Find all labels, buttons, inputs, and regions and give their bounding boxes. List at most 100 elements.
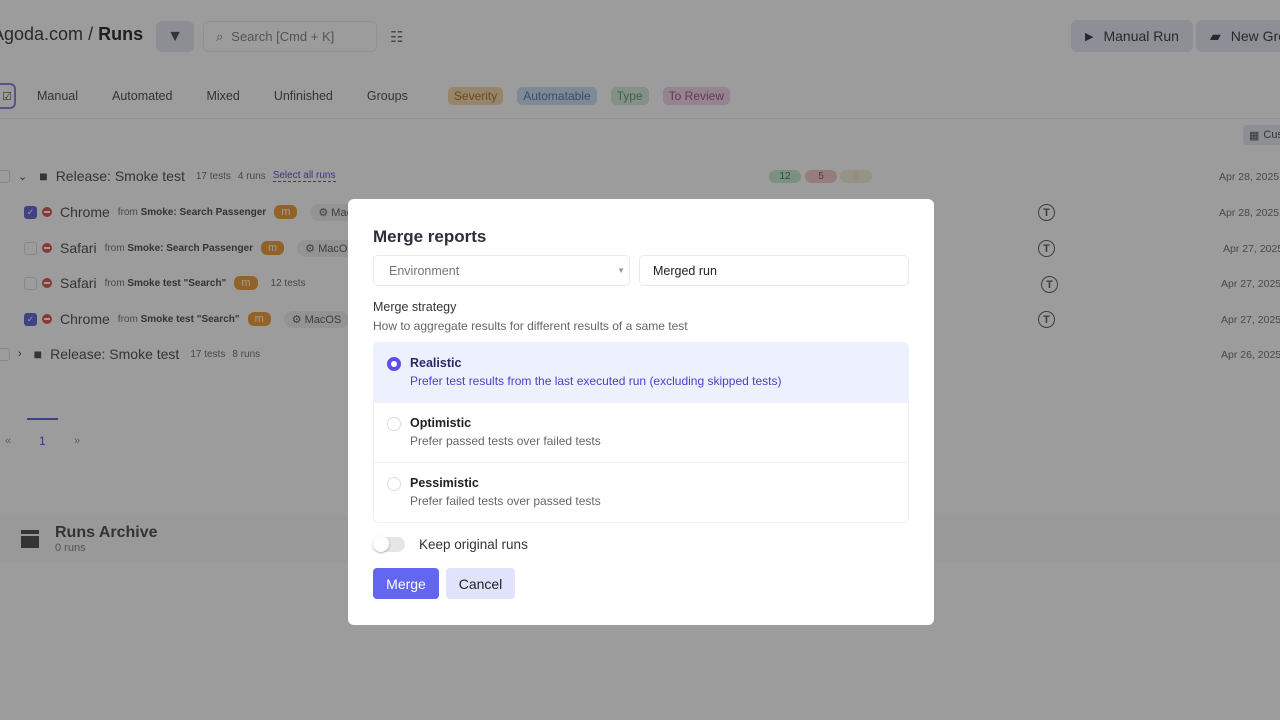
run-row[interactable]: Safari from Smoke test "Search" m 12 tes… — [0, 273, 306, 293]
folder-icon: ■ — [33, 346, 43, 362]
group-checkbox[interactable] — [0, 169, 10, 183]
customize-label: Cus — [1263, 129, 1280, 141]
run-date: Apr 27, 2025 — [1221, 314, 1280, 326]
manual-badge: m — [274, 205, 298, 219]
filter-automatable[interactable]: Automatable — [517, 87, 597, 105]
play-icon: ▶ — [1085, 30, 1094, 43]
group-title: Release: Smoke test — [55, 168, 185, 184]
run-checkbox[interactable] — [24, 276, 37, 290]
filter-severity[interactable]: Severity — [447, 87, 504, 105]
tab-mixed[interactable]: Mixed — [206, 89, 240, 103]
folder-plus-icon: ▰ — [1210, 27, 1221, 44]
tester-avatar-icon: T — [1038, 204, 1055, 221]
chevron-right-icon[interactable]: › — [18, 348, 22, 360]
run-browser: Chrome — [60, 204, 110, 220]
option-pessimistic[interactable]: Pessimistic Prefer failed tests over pass… — [374, 463, 908, 522]
table-settings-icon: ▦ — [1249, 129, 1260, 142]
breadcrumb-project[interactable]: Agoda.com — [0, 24, 84, 44]
run-source: from Smoke test "Search" — [104, 277, 227, 289]
archive-title: Runs Archive — [55, 524, 158, 541]
tab-bar: ☑ Manual Automated Mixed Unfinished Grou… — [0, 83, 744, 109]
option-title: Optimistic — [410, 416, 472, 430]
option-title: Realistic — [410, 356, 462, 370]
group-row[interactable]: ⌄ ■ Release: Smoke test 17 tests 4 runs … — [0, 166, 336, 186]
funnel-icon: ▼ — [167, 27, 183, 45]
env-badge: ⚙ MacOS — [297, 239, 363, 257]
archive-icon — [21, 530, 39, 548]
strategy-options: Realistic Prefer test results from the la… — [373, 342, 909, 523]
run-browser: Chrome — [60, 311, 110, 327]
run-name-input[interactable] — [639, 255, 909, 286]
tab-unfinished[interactable]: Unfinished — [273, 89, 333, 103]
group-runs: 8 runs — [232, 348, 261, 360]
manual-run-label: Manual Run — [1103, 28, 1179, 44]
tab-manual[interactable]: Manual — [37, 89, 78, 103]
group-checkbox[interactable] — [0, 347, 10, 361]
merge-reports-dialog: Merge reports Environment ▼ Merge strateg… — [348, 199, 934, 625]
failed-count: 5 — [805, 170, 837, 183]
radio[interactable] — [387, 417, 401, 431]
option-title: Pessimistic — [410, 476, 479, 490]
page-title: Runs — [98, 24, 144, 44]
new-group-label: New Group — [1230, 28, 1280, 44]
dropdown-arrow-icon: ▼ — [617, 266, 625, 275]
dialog-title: Merge reports — [373, 227, 487, 246]
run-row[interactable]: Safari from Smoke: Search Passenger m ⚙ … — [0, 238, 363, 258]
select-all-tab[interactable]: ☑ — [0, 83, 16, 109]
run-source: from Smoke: Search Passenger — [117, 206, 267, 218]
archive-count: 0 runs — [55, 542, 86, 554]
filter-type[interactable]: Type — [610, 87, 649, 105]
option-realistic[interactable]: Realistic Prefer test results from the la… — [374, 343, 908, 403]
filter-button[interactable]: ▼ — [156, 21, 194, 52]
run-tests: 12 tests — [270, 277, 306, 289]
group-date: Apr 28, 2025 — [1219, 171, 1280, 183]
breadcrumb-separator: / — [88, 24, 94, 44]
cancel-button[interactable]: Cancel — [446, 568, 515, 599]
search-icon: ⌕ — [216, 28, 224, 44]
run-row[interactable]: ✓ Chrome from Smoke test "Search" m ⚙ Ma… — [0, 309, 350, 329]
option-optimistic[interactable]: Optimistic Prefer passed tests over faile… — [374, 403, 908, 463]
keep-original-toggle[interactable] — [373, 536, 405, 552]
group-runs: 4 runs — [237, 170, 266, 182]
manual-run-button[interactable]: ▶ Manual Run — [1071, 20, 1193, 52]
tab-automated[interactable]: Automated — [112, 89, 173, 103]
run-checkbox[interactable]: ✓ — [24, 312, 37, 326]
breadcrumb: Agoda.com / Runs — [0, 24, 143, 45]
merge-button[interactable]: Merge — [373, 568, 439, 599]
new-group-button[interactable]: ▰ New Group — [1196, 20, 1280, 52]
manual-badge: m — [234, 276, 258, 290]
next-page-button[interactable]: » — [74, 435, 81, 447]
tab-groups[interactable]: Groups — [366, 89, 408, 103]
search-input[interactable]: ⌕ Search [Cmd + K] — [203, 21, 377, 52]
environment-select[interactable]: Environment ▼ — [373, 255, 630, 286]
customize-button[interactable]: ▦Cus — [1243, 125, 1280, 145]
filter-to-review[interactable]: To Review — [662, 87, 731, 105]
strategy-hint: How to aggregate results for different r… — [373, 319, 688, 333]
run-date: Apr 27, 2025 — [1221, 278, 1280, 290]
radio[interactable] — [387, 477, 401, 491]
passed-count: 12 — [769, 170, 801, 183]
select-all-runs-link[interactable]: Select all runs — [272, 170, 336, 182]
manual-badge: m — [247, 312, 271, 326]
group-row[interactable]: › ■ Release: Smoke test 17 tests 8 runs — [0, 344, 260, 364]
run-browser: Safari — [60, 275, 97, 291]
tester-avatar-icon: T — [1041, 276, 1058, 293]
run-source: from Smoke: Search Passenger — [104, 242, 253, 254]
run-checkbox[interactable]: ✓ — [24, 205, 37, 219]
prev-page-button[interactable]: « — [5, 435, 12, 447]
failed-status-icon — [42, 314, 52, 324]
manual-badge: m — [260, 241, 285, 255]
folder-icon: ■ — [39, 168, 48, 184]
failed-status-icon — [42, 207, 52, 217]
radio-selected[interactable] — [387, 357, 401, 371]
chevron-down-icon[interactable]: ⌄ — [18, 170, 28, 183]
failed-status-icon — [42, 243, 52, 253]
run-date: Apr 28, 2025 — [1219, 207, 1280, 219]
page-1-button[interactable]: 1 — [39, 434, 46, 448]
environment-placeholder: Environment — [389, 263, 460, 278]
sliders-icon[interactable]: ☷ — [390, 29, 404, 46]
group-tests: 17 tests — [195, 170, 231, 182]
run-browser: Safari — [60, 240, 97, 256]
tester-avatar-icon: T — [1038, 240, 1055, 257]
run-checkbox[interactable] — [24, 241, 37, 255]
